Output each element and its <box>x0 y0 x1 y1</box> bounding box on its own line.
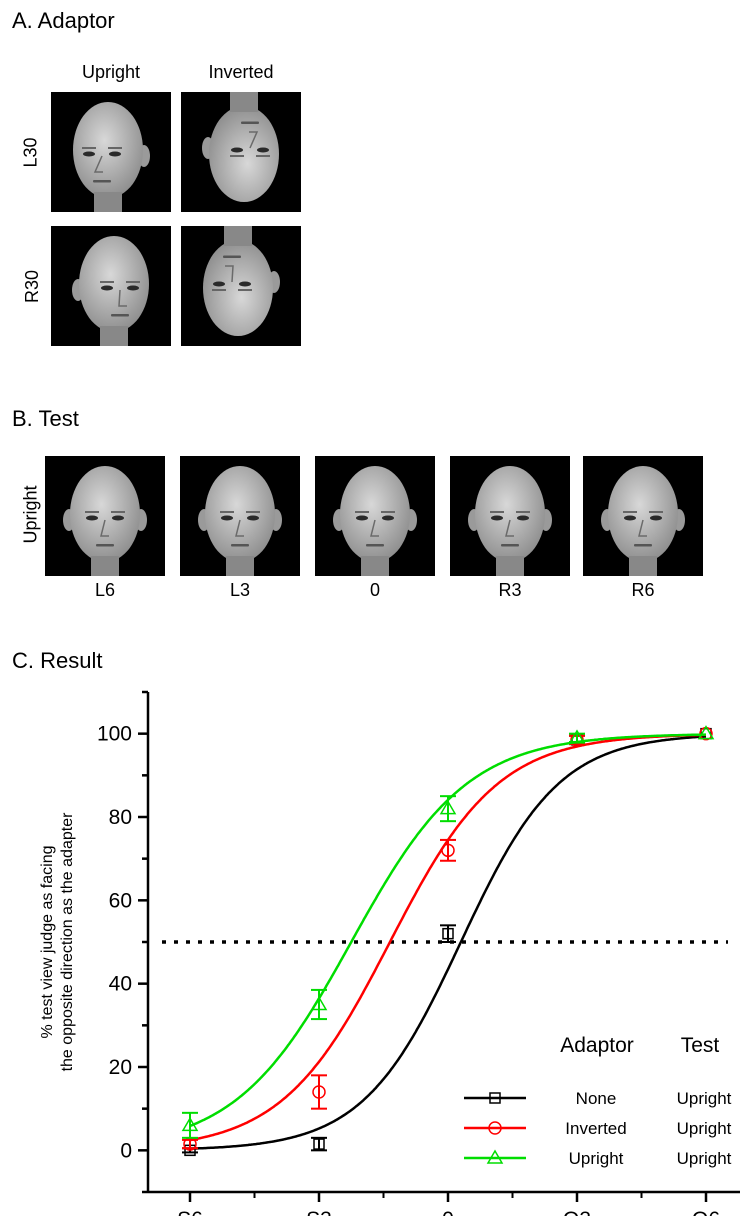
test-label-r3: R3 <box>498 580 522 600</box>
legend-adaptor-label: Upright <box>569 1149 624 1168</box>
legend-adaptor-label: None <box>576 1089 617 1108</box>
column-label-inverted: Inverted <box>208 62 274 82</box>
data-point <box>568 729 586 744</box>
adaptor-face-r30-inverted <box>181 226 301 346</box>
y-axis-label: % test view judge as facing the opposite … <box>39 812 76 1072</box>
result-chart: 0 20 40 60 80 100 S6 S3 0 O3 O6 % test view judge a… <box>39 690 740 1216</box>
x-tick-label: S3 <box>306 1208 332 1216</box>
series-1 <box>182 726 713 1151</box>
panel-c-title: C. Result <box>12 648 103 673</box>
data-point <box>441 843 455 858</box>
y-tick-label: 40 <box>109 973 132 996</box>
x-tick-label: O3 <box>563 1208 591 1216</box>
fit-curve <box>189 735 706 1150</box>
head-shape <box>475 466 545 562</box>
legend-test-label: Upright <box>677 1149 732 1168</box>
data-point <box>181 1116 199 1132</box>
y-tick-label: 100 <box>97 723 132 746</box>
data-point <box>310 996 328 1011</box>
head-shape <box>203 240 273 336</box>
legend-marker <box>488 1121 502 1135</box>
data-point <box>312 1085 326 1099</box>
test-label-l3: L3 <box>229 580 251 600</box>
test-label-0: 0 <box>369 580 380 600</box>
legend-header-test: Test <box>681 1034 720 1057</box>
y-tick-label: 0 <box>120 1139 132 1162</box>
data-point <box>442 927 454 940</box>
head-shape <box>209 106 279 202</box>
test-face-r3 <box>450 456 570 576</box>
legend-test-label: Upright <box>677 1089 732 1108</box>
head-shape <box>340 466 410 562</box>
legend-adaptor-label: Inverted <box>565 1119 626 1138</box>
head-shape <box>70 466 140 562</box>
test-label-l6: L6 <box>94 580 116 600</box>
legend-marker <box>489 1092 501 1104</box>
y-tick-label: 80 <box>109 806 132 829</box>
head-shape <box>73 102 143 198</box>
panel-b-title: B. Test <box>12 406 79 431</box>
x-tick-label: S6 <box>177 1208 203 1216</box>
row-label-l30: L30 <box>20 137 41 168</box>
test-face-l3 <box>180 456 300 576</box>
legend-marker <box>486 1149 504 1164</box>
data-point <box>439 800 457 815</box>
adaptor-face-l30-upright <box>51 92 171 212</box>
legend: Adaptor Test None Upright Inverted Upright Upr… <box>464 1034 732 1168</box>
x-tick-label: O6 <box>692 1208 720 1216</box>
series-2 <box>181 725 715 1139</box>
adaptor-face-r30-upright <box>51 226 171 346</box>
column-label-upright: Upright <box>81 62 141 82</box>
data-point <box>313 1138 325 1150</box>
adaptor-face-l30-inverted <box>181 92 301 212</box>
data-point <box>697 725 715 740</box>
y-tick-label: 20 <box>109 1056 132 1079</box>
x-tick-label: 0 <box>442 1208 454 1216</box>
legend-header-adaptor: Adaptor <box>560 1034 634 1057</box>
legend-test-label: Upright <box>677 1119 732 1138</box>
head-shape <box>79 236 149 332</box>
test-face-0 <box>315 456 435 576</box>
y-tick-label: 60 <box>109 889 132 912</box>
test-label-r6: R6 <box>631 580 655 600</box>
row-label-r30: R30 <box>22 269 43 304</box>
row-label-upright: Upright <box>20 485 41 544</box>
head-shape <box>205 466 275 562</box>
panel-a-title: A. Adaptor <box>12 8 115 33</box>
test-face-r6 <box>583 456 703 576</box>
head-shape <box>608 466 678 562</box>
test-face-l6 <box>45 456 165 576</box>
